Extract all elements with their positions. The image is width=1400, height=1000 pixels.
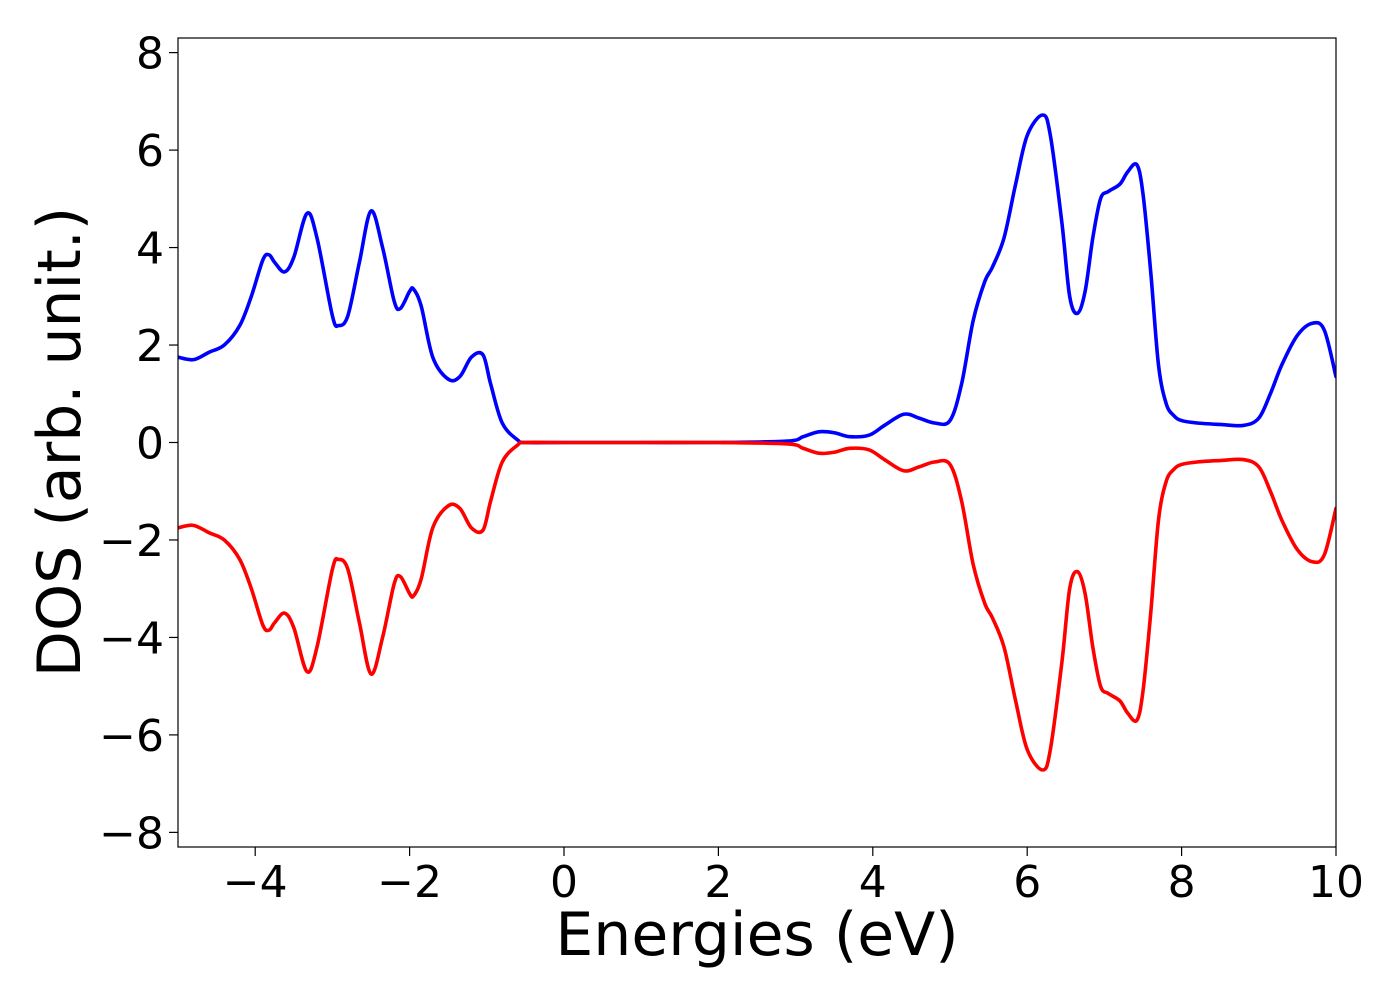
y-tick-label: 8 [136,29,164,80]
y-tick-label: −6 [99,711,164,762]
x-tick-label: 6 [1013,857,1041,908]
y-axis-ticks: −8 −6 −4 −2 0 2 4 6 8 [99,29,178,859]
x-tick-label: 2 [704,857,732,908]
x-tick-label: 4 [859,857,887,908]
x-tick-label: 0 [550,857,578,908]
series-line-1 [178,113,1336,445]
series-line-2 [178,440,1336,772]
y-tick-label: 0 [136,419,164,470]
y-tick-label: −8 [99,808,164,859]
y-tick-label: 2 [136,321,164,372]
y-axis-label: DOS (arb. unit.) [25,207,95,677]
y-tick-label: −4 [99,613,164,664]
y-tick-label: −2 [99,516,164,567]
x-tick-label: −4 [223,857,288,908]
y-tick-label: 4 [136,224,164,275]
series-layer [178,113,1336,772]
y-tick-label: 6 [136,126,164,177]
x-tick-label: 10 [1308,857,1364,908]
x-tick-label: −2 [377,857,442,908]
x-tick-label: 8 [1168,857,1196,908]
x-axis-ticks: −4 −2 0 2 4 6 8 10 [223,847,1364,908]
x-axis-label: Energies (eV) [555,900,958,970]
